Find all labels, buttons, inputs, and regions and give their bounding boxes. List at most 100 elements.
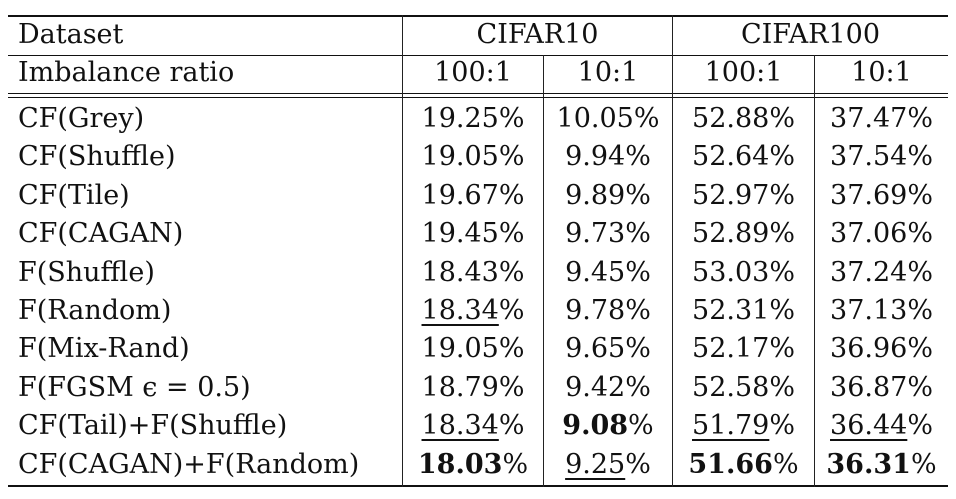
percent-sign: % [498,295,525,326]
percent-sign: % [498,180,525,211]
table-cell: 52.58% [673,370,814,406]
cell-value: 37.54 [830,141,908,172]
cell-value: 9.08 [562,410,629,441]
percent-sign: % [769,103,795,134]
cell-value: 19.05 [421,333,499,364]
percent-sign: % [769,141,795,172]
percent-sign: % [907,295,933,326]
cell-value: 9.65 [565,333,626,364]
percent-sign: % [769,410,795,441]
header-ratio-2: 10:1 [577,57,639,88]
table-cell: 9.78% [544,293,672,329]
cell-value: 19.45 [421,218,499,249]
percent-sign: % [498,218,525,249]
table-cell: 9.45% [544,255,672,291]
percent-sign: % [772,449,799,480]
cell-value: 36.31 [826,449,911,480]
cell-value: 37.47 [830,103,908,134]
table-cell: 36.96% [815,331,948,367]
table-cell: 18.34% [403,293,543,329]
percent-sign: % [498,103,525,134]
cell-value: 9.45 [565,257,626,288]
cell-value: 52.17 [692,333,770,364]
cell-value: 52.58 [692,372,770,403]
table-cell: 52.89% [673,216,814,252]
header-cifar10: CIFAR10 [476,19,599,50]
table-cell: 9.08% [544,408,672,444]
cell-value: 37.24 [830,257,908,288]
table-cell: 9.65% [544,331,672,367]
percent-sign: % [907,103,933,134]
percent-sign: % [907,218,933,249]
cell-value: 52.97 [692,180,770,211]
cell-value: 19.25 [421,103,499,134]
table-cell: 52.88% [673,101,814,137]
vline-1 [402,15,404,487]
percent-sign: % [910,449,937,480]
method-name: CF(CAGAN) [18,218,184,249]
cell-value: 9.89 [565,180,626,211]
table-cell: 19.05% [403,139,543,175]
table-cell: 19.45% [403,216,543,252]
cell-value: 18.34 [421,295,499,326]
table-cell: 19.25% [403,101,543,137]
mid-rule-2 [8,97,948,99]
cell-value: 51.66 [688,449,773,480]
header-cifar100: CIFAR100 [740,19,881,50]
cell-value: 52.88 [692,103,770,134]
cell-value: 9.73 [565,218,626,249]
method-name: F(Shuffle) [18,257,155,288]
percent-sign: % [498,333,525,364]
cell-value: 52.31 [692,295,770,326]
percent-sign: % [907,141,933,172]
header-dataset: Dataset [18,19,124,50]
percent-sign: % [625,218,651,249]
cell-value: 9.94 [565,141,626,172]
percent-sign: % [907,333,933,364]
cell-value: 10.05 [556,103,634,134]
header-ratio-1: 100:1 [434,57,512,88]
method-name: CF(Shuffle) [18,141,176,172]
table-cell: 52.97% [673,178,814,214]
table-cell: 18.79% [403,370,543,406]
cell-value: 52.64 [692,141,770,172]
table-cell: 52.17% [673,331,814,367]
table-cell: 9.42% [544,370,672,406]
table-cell: 37.47% [815,101,948,137]
percent-sign: % [628,410,654,441]
top-rule [8,15,948,17]
method-name: CF(Tile) [18,180,130,211]
header-ratio-3: 100:1 [704,57,783,88]
cell-value: 53.03 [692,257,770,288]
cell-value: 19.67 [421,180,499,211]
table-cell: 36.31% [815,447,948,483]
percent-sign: % [907,257,933,288]
cell-value: 36.96 [830,333,908,364]
method-name: CF(Grey) [18,103,145,134]
table-cell: 37.06% [815,216,948,252]
percent-sign: % [625,295,651,326]
cell-value: 36.87 [830,372,908,403]
header-imbalance-ratio: Imbalance ratio [18,57,235,88]
cell-value: 18.79 [421,372,499,403]
percent-sign: % [625,141,651,172]
table-cell: 19.67% [403,178,543,214]
percent-sign: % [498,410,525,441]
vline-2 [543,55,545,487]
method-name: CF(Tail)+F(Shuffle) [18,410,288,441]
cell-value: 37.06 [830,218,908,249]
percent-sign: % [625,449,651,480]
cell-value: 18.03 [417,449,503,480]
table-cell: 51.66% [673,447,814,483]
percent-sign: % [625,257,651,288]
table-cell: 18.34% [403,408,543,444]
percent-sign: % [769,333,795,364]
percent-sign: % [498,141,525,172]
cell-value: 51.79 [692,410,770,441]
header-rule [8,55,948,56]
table-cell: 51.79% [673,408,814,444]
table-cell: 9.94% [544,139,672,175]
cell-value: 9.42 [565,372,626,403]
cell-value: 36.44 [830,410,908,441]
method-name: F(Random) [18,295,172,326]
